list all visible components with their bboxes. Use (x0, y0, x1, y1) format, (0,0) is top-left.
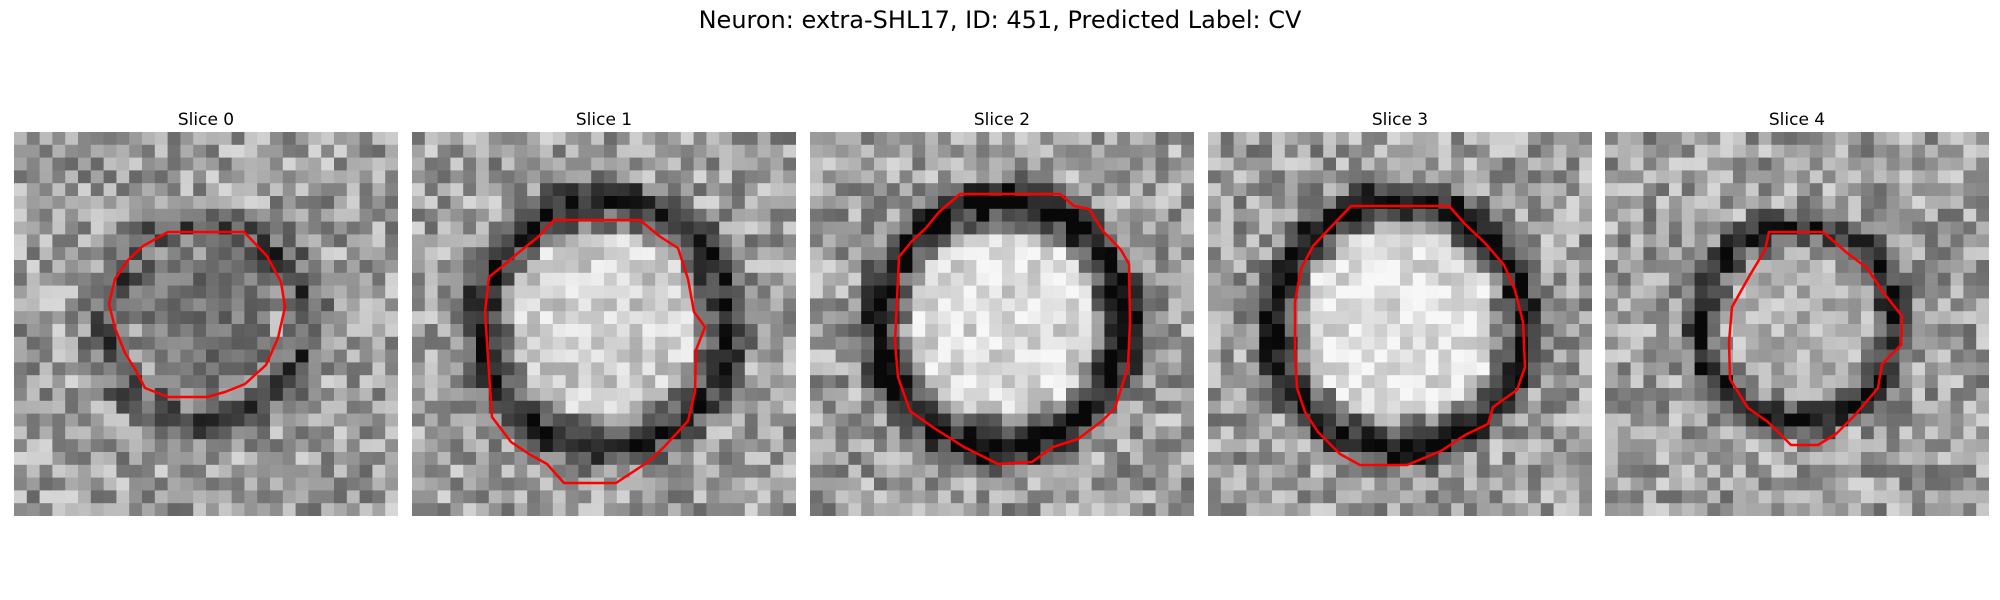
slice-image-3 (1208, 132, 1592, 516)
slice-panel-1: Slice 1 (412, 108, 796, 516)
slice-image-1 (412, 132, 796, 516)
contour-outline (107, 230, 287, 399)
slice-panel-3: Slice 3 (1208, 108, 1592, 516)
contour-outline (893, 192, 1132, 466)
slice-image-0 (14, 132, 398, 516)
slice-title: Slice 4 (1768, 110, 1826, 130)
slice-panel-4: Slice 4 (1605, 108, 1989, 516)
slice-panel-2: Slice 2 (810, 108, 1194, 516)
slice-image-4 (1605, 132, 1989, 516)
slice-title: Slice 1 (575, 110, 633, 130)
contour-outline (1727, 230, 1904, 447)
slice-title: Slice 0 (177, 110, 235, 130)
slice-title: Slice 2 (973, 110, 1031, 130)
contour-outline (1293, 204, 1527, 467)
figure-title: Neuron: extra-SHL17, ID: 451, Predicted … (698, 6, 1302, 34)
contour-outline (483, 218, 707, 485)
slice-title: Slice 3 (1371, 110, 1429, 130)
slice-panel-0: Slice 0 (14, 108, 398, 516)
slice-image-2 (810, 132, 1194, 516)
